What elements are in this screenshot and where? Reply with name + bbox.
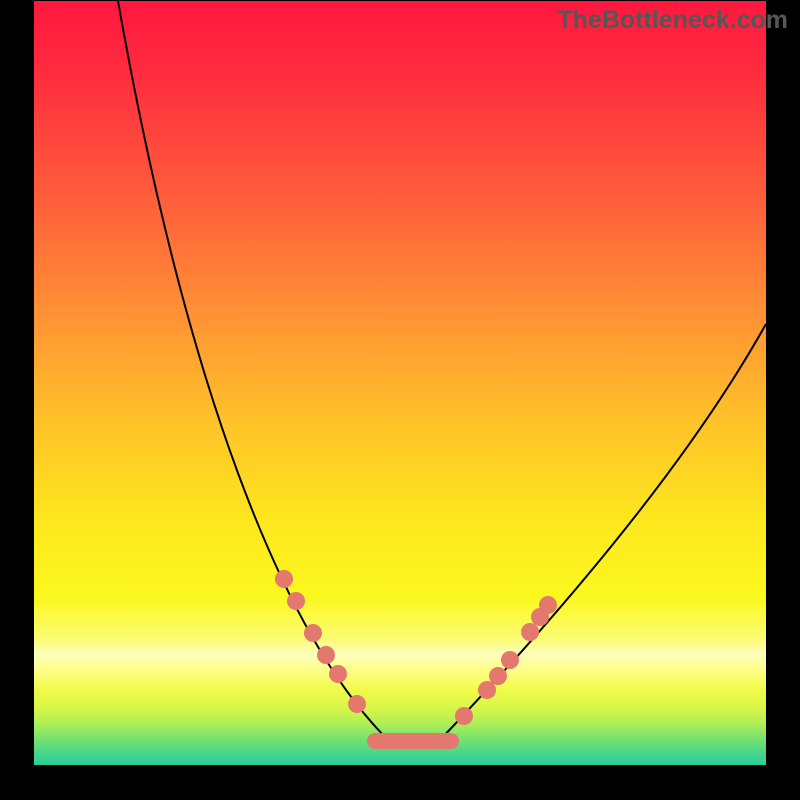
right-marker (539, 596, 557, 614)
bottleneck-curve-chart (0, 0, 800, 800)
watermark-text: TheBottleneck.com (557, 6, 788, 35)
gradient-plot-area (34, 1, 766, 765)
chart-container: TheBottleneck.com (0, 0, 800, 800)
left-marker (317, 646, 335, 664)
right-marker (521, 623, 539, 641)
right-marker (478, 681, 496, 699)
right-marker (455, 707, 473, 725)
right-marker (501, 651, 519, 669)
left-marker (275, 570, 293, 588)
left-marker (348, 695, 366, 713)
left-marker (329, 665, 347, 683)
left-marker (287, 592, 305, 610)
left-marker (304, 624, 322, 642)
bottom-pill-marker (367, 733, 459, 749)
right-marker (489, 667, 507, 685)
